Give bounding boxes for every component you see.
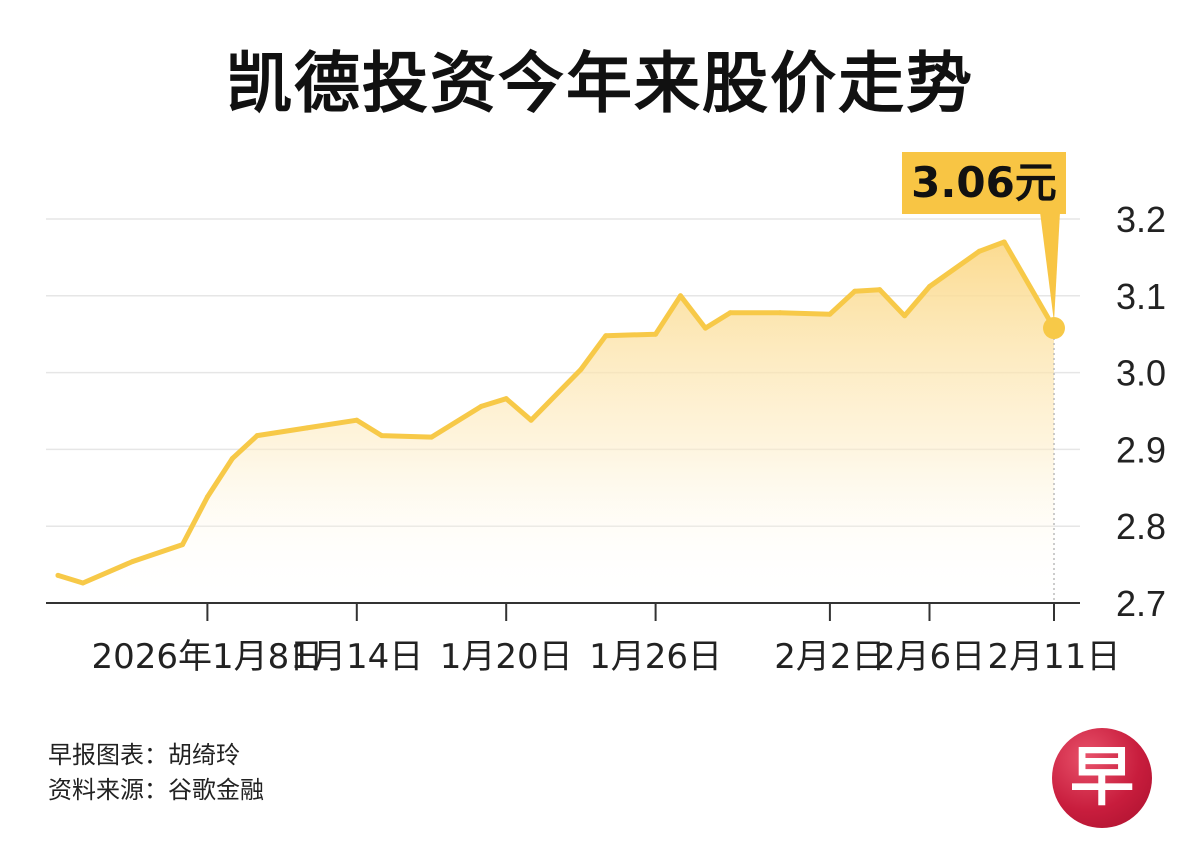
data-point — [702, 325, 708, 331]
footer-graphic-credit: 早报图表：胡绮玲 — [48, 741, 240, 769]
data-point — [927, 284, 932, 290]
x-tick-label: 2026年1月8日 — [92, 637, 324, 677]
last-point-marker — [1043, 317, 1065, 340]
data-point — [578, 367, 584, 373]
y-tick-label: 2.7 — [1116, 583, 1166, 624]
x-tick-label: 1月14日 — [290, 637, 423, 677]
data-point — [877, 287, 883, 293]
data-point — [653, 331, 659, 337]
data-points — [55, 239, 1057, 586]
x-tick-label: 2月2日 — [774, 637, 885, 677]
price-callout: 3.06元 — [902, 152, 1066, 323]
data-point — [429, 434, 434, 440]
data-point — [827, 311, 833, 317]
data-point — [1001, 239, 1007, 245]
data-point — [379, 433, 385, 439]
x-tick-label: 1月26日 — [589, 637, 722, 677]
data-point — [180, 542, 185, 548]
x-tick-label: 2月6日 — [874, 637, 985, 677]
data-point — [204, 494, 210, 500]
data-point — [503, 396, 509, 402]
data-point — [304, 425, 310, 431]
footer-source: 资料来源：谷歌金融 — [48, 776, 264, 804]
footer-credits: 早报图表：胡绮玲 资料来源：谷歌金融 — [48, 738, 264, 808]
x-tick-label: 1月20日 — [440, 637, 573, 677]
zaobao-logo: 早 — [1052, 728, 1152, 828]
x-tick-label: 2月11日 — [988, 637, 1121, 677]
y-tick-label: 3.2 — [1116, 199, 1166, 240]
y-axis: 2.7 2.8 2.9 3.0 3.1 3.2 — [1116, 199, 1166, 624]
data-point — [727, 310, 733, 316]
area-fill — [58, 242, 1054, 603]
y-tick-label: 3.1 — [1116, 276, 1166, 317]
data-point — [902, 313, 908, 319]
data-point — [354, 417, 360, 423]
data-point — [55, 572, 61, 578]
data-point — [777, 310, 783, 316]
callout-label: 3.06元 — [911, 158, 1057, 207]
data-point — [130, 559, 136, 565]
chart-title: 凯德投资今年来股价走势 — [226, 45, 974, 122]
y-tick-label: 2.8 — [1116, 506, 1166, 547]
callout-box — [902, 152, 1066, 214]
data-point — [852, 288, 858, 294]
data-point — [229, 456, 235, 462]
callout-pointer — [1040, 212, 1060, 323]
y-tick-label: 3.0 — [1116, 353, 1166, 394]
data-point — [678, 293, 683, 299]
data-point — [478, 403, 484, 409]
y-tick-label: 2.9 — [1116, 429, 1166, 470]
data-point — [976, 248, 982, 254]
data-point — [80, 580, 86, 586]
data-point — [254, 433, 260, 439]
data-point — [603, 333, 609, 339]
data-point — [528, 417, 534, 423]
